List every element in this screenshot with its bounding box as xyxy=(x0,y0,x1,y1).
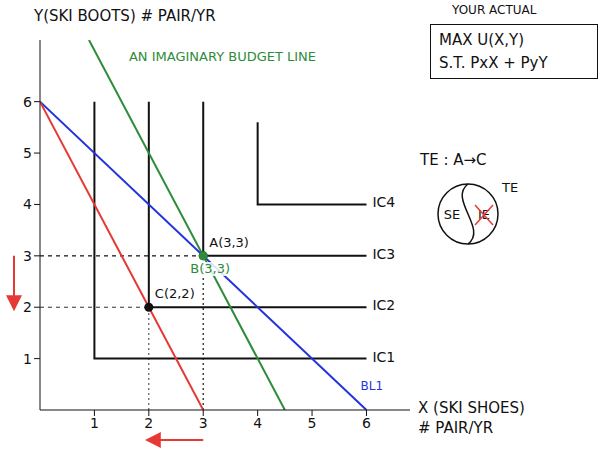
html-text:IC2: IC2 xyxy=(372,297,396,314)
svg-text:TE: TE xyxy=(501,180,518,195)
html-text:YOUR ACTUAL: YOUR ACTUAL xyxy=(452,3,537,17)
svg-text:6: 6 xyxy=(23,94,32,110)
html-text:IC3: IC3 xyxy=(372,245,396,262)
svg-text:6: 6 xyxy=(362,415,371,431)
html-text:BL1: BL1 xyxy=(360,379,383,393)
html-text:AN IMAGINARY BUDGET LINE: AN IMAGINARY BUDGET LINE xyxy=(129,49,317,64)
html-text:X (SKI SHOES): X (SKI SHOES) xyxy=(418,399,525,417)
svg-text:2: 2 xyxy=(23,299,32,315)
html-text:B(3,3): B(3,3) xyxy=(190,260,230,276)
svg-text:4: 4 xyxy=(23,196,32,212)
svg-text:4: 4 xyxy=(253,415,262,431)
svg-text:3: 3 xyxy=(199,415,208,431)
html-text:# PAIR/YR: # PAIR/YR xyxy=(418,419,494,437)
html-text:TE : A→C: TE : A→C xyxy=(420,151,487,169)
html-text:S.T. PxX + PyY: S.T. PxX + PyY xyxy=(439,53,548,72)
html-text:IC1: IC1 xyxy=(372,348,396,365)
svg-text:3: 3 xyxy=(23,248,32,264)
html-text:C(2,2): C(2,2) xyxy=(154,286,195,302)
svg-text:5: 5 xyxy=(308,415,317,431)
svg-text:2: 2 xyxy=(144,415,153,431)
svg-text:5: 5 xyxy=(23,145,32,161)
svg-text:1: 1 xyxy=(90,415,99,431)
html-text:IC4: IC4 xyxy=(372,194,396,211)
svg-text:IE: IE xyxy=(478,207,490,222)
html-text:Y(SKI BOOTS) # PAIR/YR: Y(SKI BOOTS) # PAIR/YR xyxy=(34,7,216,25)
html-text:A(3,3): A(3,3) xyxy=(209,234,249,250)
html-text:MAX U(X,Y): MAX U(X,Y) xyxy=(439,31,525,49)
svg-text:SE: SE xyxy=(444,207,460,222)
svg-text:1: 1 xyxy=(23,351,32,367)
